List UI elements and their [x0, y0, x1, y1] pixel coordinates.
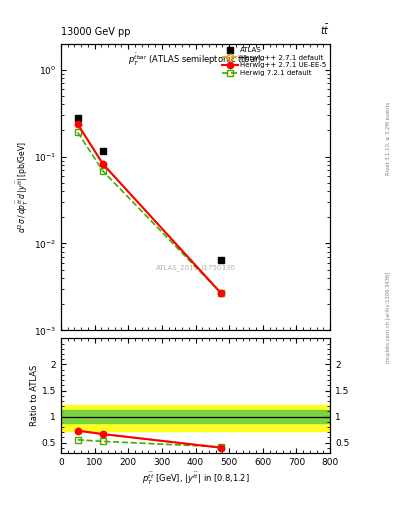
- Text: Rivet 3.1.10, ≥ 3.2M events: Rivet 3.1.10, ≥ 3.2M events: [386, 101, 391, 175]
- Herwig 7.2.1 default: [219, 290, 223, 296]
- Line: ATLAS: ATLAS: [75, 115, 224, 263]
- Herwig 7.2.1 default: [101, 168, 105, 174]
- Text: $t\bar{t}$: $t\bar{t}$: [320, 24, 330, 37]
- Line: Herwig++ 2.7.1 default: Herwig++ 2.7.1 default: [75, 121, 224, 296]
- Y-axis label: $d^2\sigma\,/\,dp^{\bar{t}\bar{t}}_T\,d\,|y^{\bar{t}\bar{t}}|\,\mathrm{[pb/GeV]}: $d^2\sigma\,/\,dp^{\bar{t}\bar{t}}_T\,d\…: [15, 141, 31, 233]
- Herwig++ 2.7.1 UE-EE-5: [219, 290, 223, 296]
- Y-axis label: Ratio to ATLAS: Ratio to ATLAS: [30, 365, 39, 426]
- Legend: ATLAS, Herwig++ 2.7.1 default, Herwig++ 2.7.1 UE-EE-5, Herwig 7.2.1 default: ATLAS, Herwig++ 2.7.1 default, Herwig++ …: [221, 46, 328, 78]
- Text: $p_T^{\bar{t}\mathrm{bar}}$ (ATLAS semileptonic ttbar): $p_T^{\bar{t}\mathrm{bar}}$ (ATLAS semil…: [129, 52, 263, 68]
- Text: ATLAS_2019_I1750330: ATLAS_2019_I1750330: [156, 264, 235, 271]
- ATLAS: [219, 257, 223, 263]
- ATLAS: [75, 115, 80, 121]
- Herwig++ 2.7.1 default: [219, 290, 223, 296]
- Herwig++ 2.7.1 UE-EE-5: [101, 161, 105, 167]
- Text: mcplots.cern.ch [arXiv:1306.3436]: mcplots.cern.ch [arXiv:1306.3436]: [386, 272, 391, 363]
- X-axis label: $p^{\bar{t}\bar{t}}_T$ [GeV], $|y^{\bar{t}\bar{t}}|$ in [0.8,1.2]: $p^{\bar{t}\bar{t}}_T$ [GeV], $|y^{\bar{…: [142, 471, 249, 487]
- Text: 13000 GeV pp: 13000 GeV pp: [61, 27, 130, 37]
- Line: Herwig 7.2.1 default: Herwig 7.2.1 default: [75, 129, 224, 296]
- ATLAS: [101, 148, 105, 154]
- Bar: [61, 405, 330, 431]
- Herwig++ 2.7.1 UE-EE-5: [75, 121, 80, 127]
- Herwig++ 2.7.1 default: [75, 121, 80, 127]
- Line: Herwig++ 2.7.1 UE-EE-5: Herwig++ 2.7.1 UE-EE-5: [75, 121, 224, 296]
- Bar: [61, 410, 330, 423]
- Herwig++ 2.7.1 default: [101, 161, 105, 167]
- Herwig 7.2.1 default: [75, 129, 80, 135]
